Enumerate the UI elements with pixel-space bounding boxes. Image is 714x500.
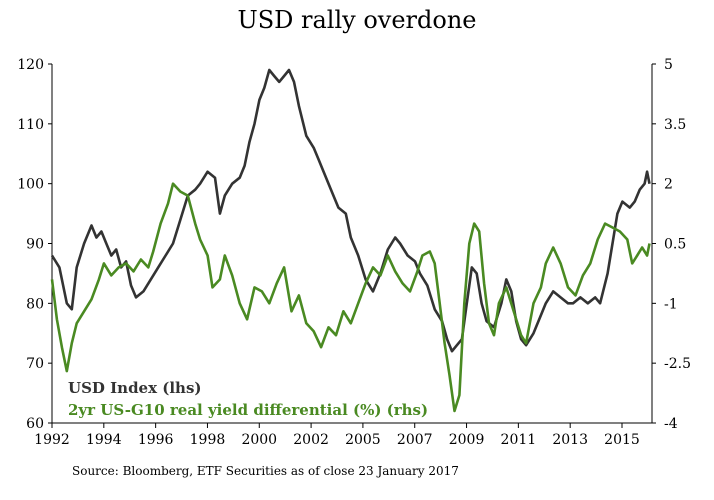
x-tick-label: 1998 — [190, 432, 226, 448]
x-tick-label: 2007 — [397, 432, 433, 448]
legend-yield-differential: 2yr US-G10 real yield differential (%) (… — [68, 401, 428, 419]
x-tick-label: 2002 — [293, 432, 329, 448]
left-tick-label: 100 — [17, 177, 44, 193]
x-tick-label: 2011 — [501, 432, 537, 448]
right-tick-label: 2 — [664, 177, 673, 193]
right-tick-label: -4 — [664, 416, 678, 432]
x-tick-label: 2009 — [449, 432, 485, 448]
left-tick-label: 120 — [17, 57, 44, 73]
x-tick-label: 2015 — [604, 432, 640, 448]
right-tick-label: -1 — [664, 296, 678, 312]
x-tick-label: 2000 — [241, 432, 277, 448]
right-tick-label: 3.5 — [664, 117, 686, 133]
legend-usd-index: USD Index (lhs) — [68, 379, 202, 397]
left-tick-label: 80 — [26, 296, 44, 312]
right-tick-label: -2.5 — [664, 356, 691, 372]
chart-title: USD rally overdone — [237, 6, 477, 34]
series-line-yield-differential — [50, 182, 651, 413]
right-tick-label: 5 — [664, 57, 673, 73]
x-tick-label: 1992 — [34, 432, 70, 448]
x-tick-label: 2013 — [552, 432, 588, 448]
source-note: Source: Bloomberg, ETF Securities as of … — [72, 464, 459, 478]
x-tick-label: 1994 — [86, 432, 122, 448]
axes: 120 110 100 90 80 70 60 5 3.5 2 0.5 -1 -2.5 -4 1992 199… — [17, 57, 691, 448]
x-tick-label: 1996 — [138, 432, 174, 448]
series-layer — [50, 68, 651, 413]
left-tick-label: 110 — [17, 117, 44, 133]
legend: USD Index (lhs) 2yr US-G10 real yield di… — [68, 379, 428, 419]
series-line-usd-index — [50, 68, 651, 353]
left-tick-label: 60 — [26, 416, 44, 432]
left-tick-label: 70 — [26, 356, 44, 372]
left-tick-label: 90 — [26, 237, 44, 253]
x-tick-label: 2005 — [345, 432, 381, 448]
right-tick-label: 0.5 — [664, 237, 686, 253]
